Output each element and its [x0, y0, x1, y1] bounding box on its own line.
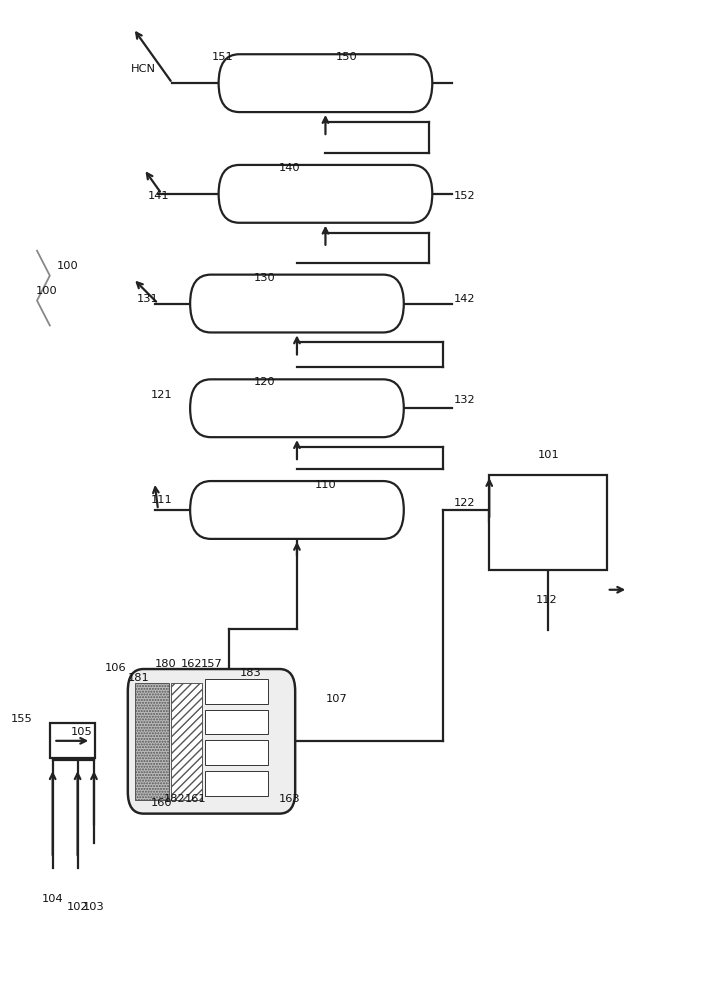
Text: 107: 107 [325, 694, 347, 704]
Text: 102: 102 [66, 902, 89, 912]
Text: 122: 122 [453, 498, 475, 508]
Text: 100: 100 [57, 261, 79, 271]
Text: 163: 163 [279, 794, 301, 804]
Text: 157: 157 [201, 659, 222, 669]
FancyBboxPatch shape [128, 669, 295, 814]
Text: 182: 182 [164, 794, 185, 804]
Bar [205, 740, 268, 765]
Bar [135, 683, 169, 800]
Bar [205, 710, 268, 734]
Text: 161: 161 [185, 794, 207, 804]
FancyBboxPatch shape [219, 54, 433, 112]
Text: 132: 132 [453, 395, 475, 405]
FancyBboxPatch shape [190, 275, 404, 332]
Text: 181: 181 [128, 673, 150, 683]
Bar [489, 475, 607, 570]
Text: 142: 142 [453, 294, 475, 304]
Text: 105: 105 [72, 727, 93, 737]
Text: 101: 101 [538, 450, 559, 460]
Text: 103: 103 [83, 902, 105, 912]
Text: 104: 104 [42, 894, 64, 904]
Text: 150: 150 [336, 52, 358, 62]
Text: 160: 160 [151, 798, 172, 808]
Text: 152: 152 [453, 191, 475, 201]
Text: 120: 120 [255, 377, 276, 387]
Text: 180: 180 [154, 659, 177, 669]
Text: HCN: HCN [132, 64, 157, 74]
Text: 121: 121 [151, 390, 172, 400]
Text: 155: 155 [10, 714, 32, 724]
Bar [50, 723, 94, 758]
Text: 141: 141 [147, 191, 169, 201]
Text: 130: 130 [255, 273, 276, 283]
FancyBboxPatch shape [190, 379, 404, 437]
Text: 100: 100 [36, 286, 57, 296]
Bar [205, 679, 268, 704]
Bar [205, 771, 268, 796]
FancyBboxPatch shape [190, 481, 404, 539]
Text: 110: 110 [315, 480, 337, 490]
Bar [172, 683, 202, 800]
Text: 106: 106 [104, 663, 127, 673]
Text: 112: 112 [536, 595, 557, 605]
Text: 111: 111 [151, 495, 173, 505]
FancyBboxPatch shape [219, 165, 433, 223]
Text: 131: 131 [137, 294, 159, 304]
Text: 140: 140 [279, 163, 301, 173]
Text: 162: 162 [181, 659, 202, 669]
Text: 151: 151 [212, 52, 233, 62]
Text: 183: 183 [240, 668, 262, 678]
